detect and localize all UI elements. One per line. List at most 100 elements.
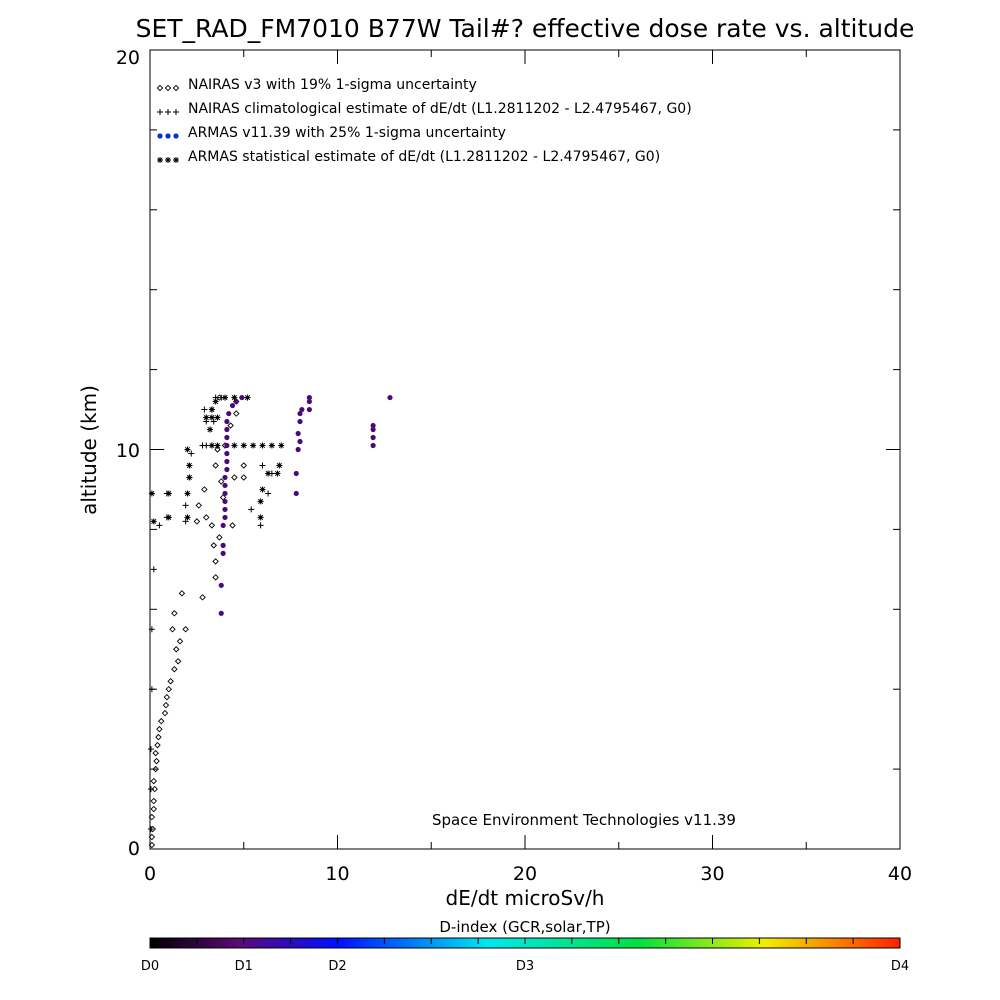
data-point-s3 (148, 490, 155, 497)
data-point-s3 (150, 518, 157, 525)
legend-marker-nairas-climatological (157, 109, 179, 115)
data-point-s0 (158, 717, 165, 725)
data-point-s0 (212, 462, 219, 469)
data-point-s3 (276, 462, 283, 469)
data-point-s0 (150, 805, 157, 813)
data-point-s2 (222, 474, 228, 481)
data-point-s0 (178, 590, 186, 597)
data-point-s0 (148, 813, 156, 821)
data-point-s0 (233, 410, 240, 417)
x-tick-label: 0 (144, 863, 156, 885)
data-points (147, 394, 393, 849)
plot-frame (149, 49, 901, 850)
x-axis-label: dE/dt microSv/h (446, 886, 605, 910)
legend-symbol (172, 84, 180, 92)
data-point-s2 (220, 542, 226, 548)
colorbar-label: D4 (891, 959, 909, 974)
legend-symbol (157, 133, 163, 139)
data-point-s0 (154, 741, 161, 749)
data-point-s3 (222, 394, 228, 401)
data-point-s0 (152, 749, 159, 757)
data-point-s3 (208, 414, 215, 421)
data-point-s2 (218, 610, 224, 616)
y-tick-label: 20 (116, 47, 140, 69)
legend-symbol (157, 109, 163, 115)
axis-ticks (149, 49, 901, 850)
data-point-s3 (268, 442, 275, 449)
data-point-s0 (231, 474, 238, 481)
legend-symbol (173, 133, 179, 139)
x-tick-label: 40 (888, 863, 912, 885)
y-tick-label: 0 (128, 838, 140, 860)
legend-marker-armas-statistical (157, 157, 179, 163)
legend-marker-nairas-v3 (156, 84, 180, 92)
legend-symbol (165, 109, 171, 115)
colorbar-title: D-index (GCR,solar,TP) (439, 918, 610, 936)
data-point-s0 (169, 626, 176, 633)
data-point-s2 (224, 434, 230, 441)
data-point-s0 (212, 574, 219, 581)
legend-label-nairas-climatological: NAIRAS climatological estimate of dE/dt … (188, 101, 692, 117)
data-point-s3 (207, 426, 213, 433)
data-point-s3 (259, 486, 266, 493)
data-point-s2 (370, 426, 376, 433)
data-point-s3 (278, 442, 285, 449)
data-point-s0 (150, 777, 157, 785)
data-point-s1 (201, 406, 208, 413)
data-point-s2 (220, 550, 226, 556)
data-point-s0 (212, 558, 219, 565)
legend-label-nairas-v3: NAIRAS v3 with 19% 1-sigma uncertainty (188, 77, 477, 93)
colorbar-label: D3 (516, 959, 534, 974)
data-point-s2 (224, 466, 230, 473)
data-point-s0 (201, 486, 208, 493)
legend-marker-armas-v11 (157, 133, 179, 139)
data-point-s0 (165, 685, 172, 693)
data-point-s1 (257, 522, 264, 529)
data-point-s0 (218, 478, 225, 485)
data-point-s1 (147, 786, 154, 793)
data-point-s2 (239, 394, 245, 401)
data-point-s2 (306, 406, 312, 413)
data-point-s0 (240, 474, 247, 481)
data-point-s0 (195, 502, 202, 509)
data-point-s2 (222, 514, 228, 521)
data-point-s1 (147, 826, 154, 833)
data-point-s2 (370, 442, 376, 449)
data-point-s0 (203, 514, 210, 521)
data-point-s0 (163, 693, 171, 701)
data-point-s2 (224, 418, 230, 425)
data-point-s3 (184, 514, 191, 521)
data-point-s2 (297, 438, 303, 445)
data-point-s1 (147, 746, 154, 753)
data-point-s1 (248, 506, 255, 513)
data-point-s2 (293, 490, 299, 497)
legend-symbol (164, 84, 172, 92)
data-point-s3 (165, 490, 172, 497)
data-point-s1 (265, 490, 272, 497)
data-point-s1 (156, 522, 163, 529)
chart-title: SET_RAD_FM7010 B77W Tail#? effective dos… (136, 14, 915, 43)
legend-symbol (165, 133, 171, 139)
data-point-s2 (370, 434, 376, 441)
data-point-s0 (240, 462, 247, 469)
credit-text: Space Environment Technologies v11.39 (432, 811, 736, 829)
data-point-s0 (171, 665, 178, 673)
legend-label-armas-statistical: ARMAS statistical estimate of dE/dt (L1.… (188, 149, 660, 165)
data-point-s0 (148, 833, 156, 841)
data-point-s2 (224, 442, 230, 449)
data-point-s2 (306, 394, 312, 401)
data-point-s3 (186, 474, 193, 481)
data-point-s0 (193, 518, 201, 525)
data-point-s0 (229, 522, 236, 529)
data-point-s2 (224, 426, 230, 433)
data-point-s2 (233, 398, 239, 405)
data-point-s0 (210, 542, 217, 549)
x-tick-label: 20 (513, 863, 537, 885)
data-point-s3 (257, 514, 264, 521)
data-point-s3 (231, 394, 238, 401)
colorbar-label: D2 (328, 959, 346, 974)
data-point-s0 (182, 626, 189, 633)
data-point-s0 (176, 638, 184, 645)
data-point-s3 (184, 446, 191, 453)
